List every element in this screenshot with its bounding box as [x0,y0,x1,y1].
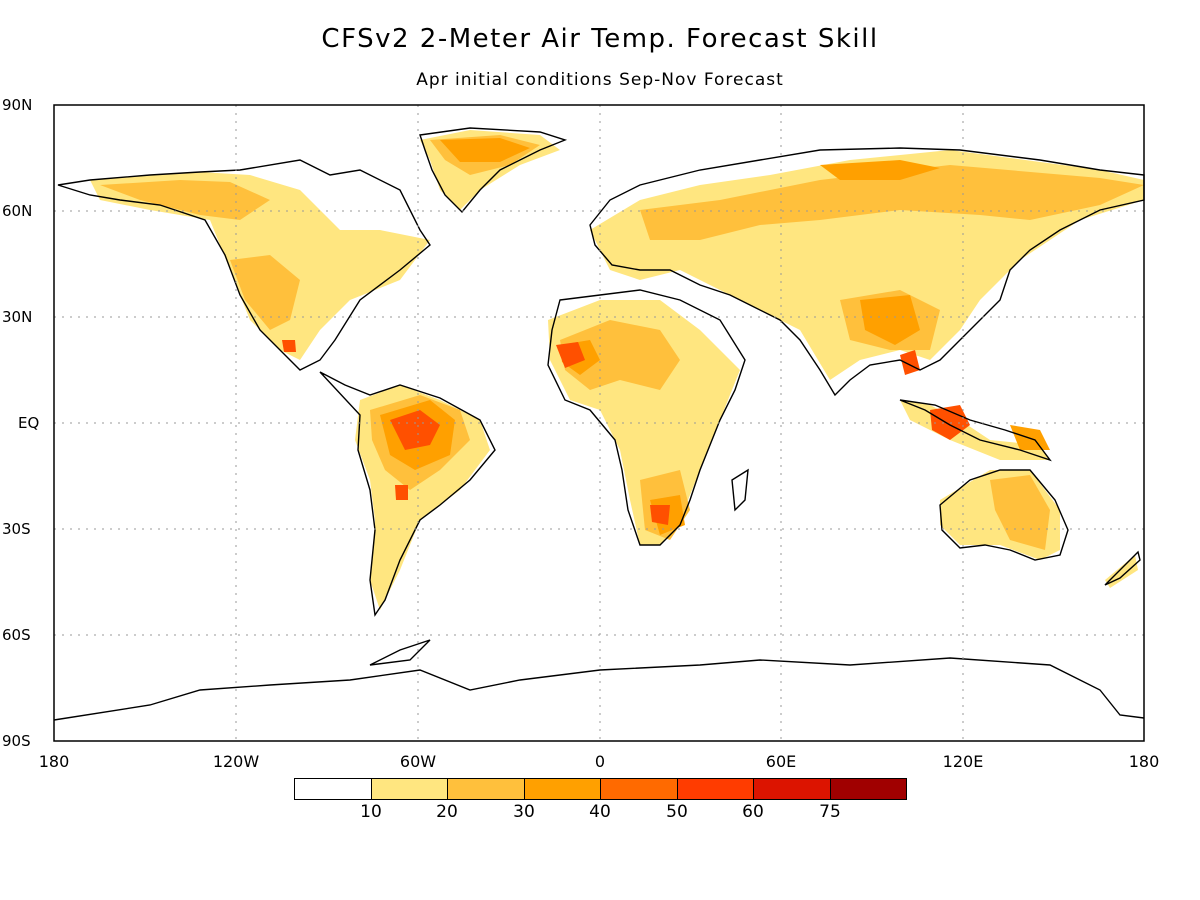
lat-label-30n: 30N [2,308,33,326]
colorbar-label: 60 [742,802,764,822]
lat-label-eq: EQ [18,414,40,432]
colorbar-swatch [370,778,448,800]
map-subtitle: Apr initial conditions Sep-Nov Forecast [416,70,784,90]
coastlines [53,127,1145,721]
colorbar-label: 75 [819,802,841,822]
map-frame [53,104,1145,742]
lon-label-120e: 120E [942,752,984,771]
map-title: CFSv2 2-Meter Air Temp. Forecast Skill [321,24,879,54]
lat-label-30s: 30S [2,520,31,538]
lon-label-60e: 60E [765,752,797,771]
colorbar-label: 40 [589,802,611,822]
lat-label-60s: 60S [2,626,31,644]
lon-label-180w: 180 [38,752,70,771]
colorbar-label: 10 [360,802,382,822]
colorbar-swatch [523,778,601,800]
colorbar-swatch [753,778,831,800]
colorbar-label: 30 [513,802,535,822]
skill-shading-40-60 [282,340,970,525]
graticule [54,105,1144,741]
lat-label-60n: 60N [2,202,33,220]
lat-label-90n: 90N [2,96,33,114]
colorbar-swatch [294,778,372,800]
lon-label-180e: 180 [1128,752,1160,771]
colorbar-label: 50 [666,802,688,822]
lon-label-0: 0 [594,752,606,771]
colorbar-swatch [829,778,907,800]
lon-label-60w: 60W [399,752,437,771]
lon-label-120w: 120W [212,752,260,771]
colorbar-swatch [447,778,525,800]
colorbar-swatch [600,778,678,800]
lat-label-90s: 90S [2,732,31,750]
colorbar-swatch [676,778,754,800]
colorbar [294,778,907,800]
colorbar-label: 20 [436,802,458,822]
